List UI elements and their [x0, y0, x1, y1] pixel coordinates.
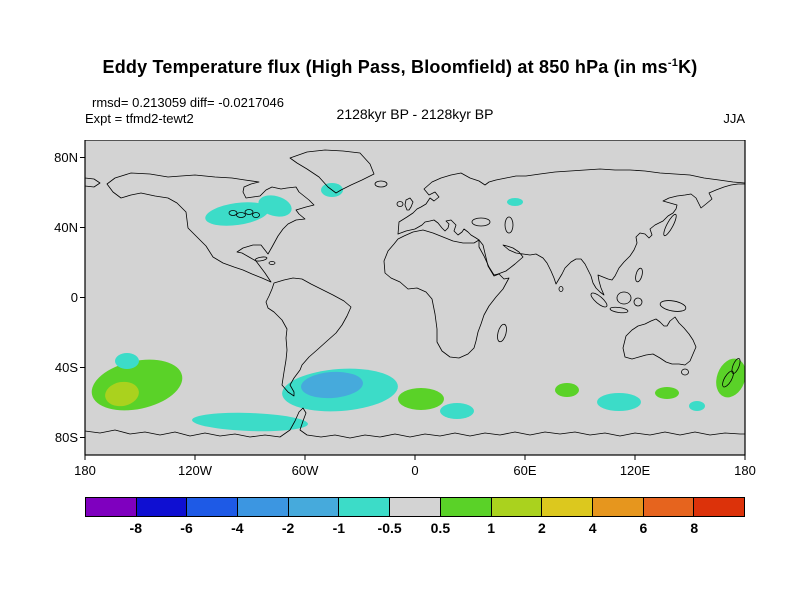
colorbar-segment: [390, 498, 441, 516]
coastline-japan: [663, 213, 677, 237]
experiment-label: Expt = tfmd2-tewt2: [85, 111, 194, 126]
lon-tick-label: 120E: [619, 463, 651, 478]
colorbar-segment: [542, 498, 593, 516]
coastline-greenland: [289, 149, 375, 194]
colorbar-tick-label: 1: [487, 520, 496, 536]
colorbar-tick-label: 0.5: [430, 520, 451, 536]
colorbar-segment: [592, 498, 644, 516]
coastline-mediterranean: [397, 219, 480, 241]
colorbar-tick-label: 6: [639, 520, 648, 536]
coastline-cuba: [254, 256, 268, 262]
coastline-sumatra: [590, 292, 608, 308]
coastline-caspian-sea: [504, 216, 514, 234]
anomaly-patch-south-atlantic-indian-green: [398, 388, 444, 410]
coastline-madagascar: [497, 323, 507, 343]
coastline-eurasia-north: [397, 168, 745, 235]
colorbar-labels: -8 -6 -4 -2 -1 -0.5 0.5 1 2 4 6 8: [85, 520, 745, 538]
lon-tick-label: 180: [734, 463, 756, 478]
coastline-north-america: [106, 172, 315, 283]
period-label: 2128kyr BP - 2128kyr BP: [336, 106, 494, 122]
map-area: [79, 139, 751, 462]
coastline-great-lake: [244, 209, 254, 215]
coastline-tasmania: [681, 368, 689, 376]
plot-title-text: Eddy Temperature flux (High Pass, Bloomf…: [102, 57, 668, 77]
anomaly-patch-south-atlantic-core: [301, 371, 363, 399]
anomaly-patch-antarctic-coast-strip: [192, 412, 308, 432]
colorbar-tick-label: -0.5: [377, 520, 402, 536]
anomaly-patch-south-indian-cyan-a: [440, 403, 474, 419]
coastline-black-sea: [471, 217, 491, 227]
coastline-great-lake: [228, 210, 238, 216]
colorbar-segment: [491, 498, 543, 516]
colorbar-segment: [339, 498, 391, 516]
coastline-antarctica: [85, 407, 745, 439]
lon-tick-label: 120W: [178, 463, 212, 478]
anomaly-patch-quebec-newfoundland: [258, 195, 292, 217]
plot-title-units-suffix: K): [678, 57, 698, 77]
colorbar-tick-label: 2: [538, 520, 546, 536]
anomaly-patches-group: [91, 183, 745, 432]
coastline-britain: [404, 197, 414, 211]
coastline-great-lake: [236, 212, 246, 218]
lat-tick-label: 80S: [54, 429, 78, 445]
coastline-sulawesi: [633, 297, 643, 307]
coastline-new-guinea: [659, 300, 687, 312]
anomaly-patch-central-asia: [507, 198, 523, 206]
colorbar-tick-label: -6: [180, 520, 193, 536]
plot-title: Eddy Temperature flux (High Pass, Bloomf…: [0, 57, 800, 78]
colorbar-tick-label: -4: [231, 520, 244, 536]
coastline-hispaniola: [268, 261, 276, 265]
coastline-asia-south: [478, 183, 745, 296]
lat-tick-label: 0: [70, 289, 78, 305]
colorbar-tick-label: 8: [690, 520, 699, 536]
anomaly-patch-south-indian-green-b: [555, 383, 579, 397]
title-superscript: -1: [667, 57, 679, 69]
coastline-sri-lanka: [558, 286, 564, 292]
coastline-australia: [622, 316, 697, 366]
colorbar-tick-label: -1: [332, 520, 346, 536]
anomaly-patch-se-pacific-yellow-green: [105, 381, 139, 407]
colorbar-tick-label: 4: [588, 520, 597, 536]
colorbar-segment: [238, 498, 289, 516]
axis-ticks-group: [80, 157, 746, 460]
anomaly-patch-south-pacific-green: [655, 387, 679, 399]
colorbar-segment: [187, 498, 239, 516]
coastline-iceland: [374, 180, 388, 188]
colorbar-segment: [288, 498, 340, 516]
anomaly-patch-south-pacific-cyan: [689, 401, 705, 411]
colorbar-segment: [643, 498, 695, 516]
colorbar-segment: [136, 498, 188, 516]
coastline-philippines: [635, 267, 643, 283]
lon-tick-label: 60W: [291, 463, 319, 478]
coastline-great-lake: [252, 212, 260, 218]
anomaly-patch-south-indian-cyan-b: [597, 393, 641, 411]
lon-tick-label: 0: [411, 463, 419, 478]
colorbar-tick-label: -8: [129, 520, 142, 536]
coastline-ireland: [396, 201, 404, 207]
coastline-chukotka: [85, 177, 101, 188]
colorbar: [85, 497, 745, 517]
lon-tick-label: 180: [74, 463, 96, 478]
colorbar-segment: [440, 498, 492, 516]
world-map-svg: [80, 139, 746, 460]
lon-tick-label: 60E: [513, 463, 537, 478]
coastline-africa: [383, 229, 510, 359]
map-frame: [84, 139, 746, 456]
coastline-south-america: [265, 277, 352, 397]
lat-tick-label: 40N: [54, 219, 78, 235]
coastlines-group: [85, 149, 745, 439]
lat-tick-label: 80N: [54, 149, 78, 165]
colorbar-segment: [86, 498, 137, 516]
colorbar-segment: [694, 498, 744, 516]
coastline-new-zealand-north: [731, 358, 741, 374]
coastline-borneo: [616, 291, 632, 305]
season-label: JJA: [723, 111, 745, 126]
colorbar-tick-label: -2: [281, 520, 295, 536]
anomaly-patch-se-pacific-cyan: [115, 353, 139, 369]
coastline-java: [609, 306, 629, 314]
coastline-new-zealand-south: [722, 370, 734, 388]
lat-tick-label: 40S: [54, 359, 78, 375]
stats-line: rmsd= 0.213059 diff= -0.0217046: [92, 95, 285, 110]
